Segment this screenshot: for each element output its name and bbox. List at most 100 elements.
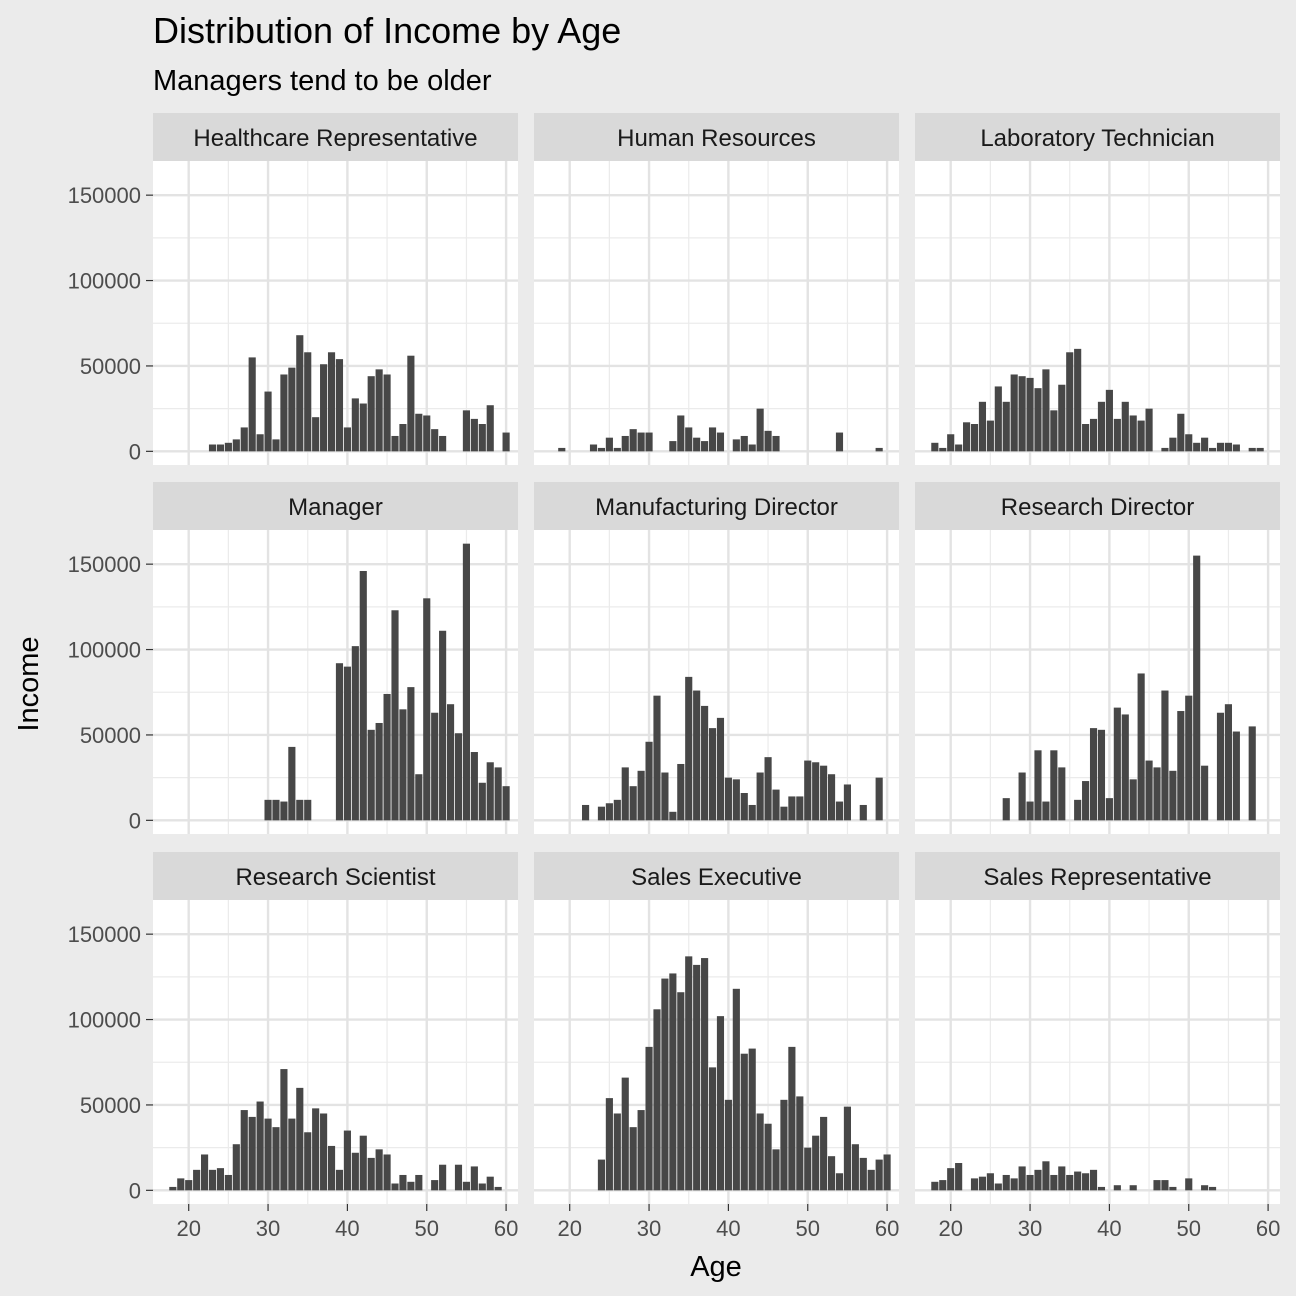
- bar: [232, 1144, 240, 1191]
- bar: [320, 364, 328, 452]
- bar: [1153, 767, 1161, 821]
- bar: [399, 709, 407, 821]
- bar: [701, 705, 709, 821]
- bar: [462, 410, 470, 452]
- bar: [986, 1173, 994, 1191]
- bar: [335, 1169, 344, 1191]
- bar: [613, 799, 621, 821]
- bar: [431, 429, 439, 452]
- bar: [788, 1046, 796, 1191]
- facet-strip-label: Research Scientist: [235, 864, 435, 891]
- bar: [1026, 801, 1034, 821]
- bar: [820, 765, 828, 821]
- bar: [1058, 767, 1066, 821]
- facet-strip: [915, 852, 1280, 900]
- bar: [304, 352, 312, 452]
- bar: [1145, 760, 1153, 821]
- bar: [1097, 1186, 1106, 1191]
- bar: [1256, 447, 1264, 452]
- bar: [351, 398, 359, 452]
- bar: [1082, 424, 1090, 452]
- bar: [280, 374, 288, 452]
- bar: [454, 733, 463, 821]
- bar: [1161, 447, 1169, 452]
- bar: [240, 427, 248, 452]
- facet-panel-background: [534, 900, 899, 1204]
- bar: [740, 1053, 748, 1191]
- bar: [1201, 437, 1209, 452]
- bar: [1248, 447, 1256, 452]
- facet-strip: [534, 482, 899, 530]
- bar: [1010, 1178, 1018, 1191]
- bar: [248, 1116, 256, 1191]
- bar: [796, 796, 804, 821]
- bar: [446, 704, 455, 821]
- bar: [343, 1130, 351, 1191]
- bar: [970, 1178, 979, 1191]
- bar: [558, 447, 566, 452]
- bar: [685, 956, 693, 1191]
- bar: [502, 786, 510, 821]
- y-tick-label: 100000: [68, 269, 141, 294]
- bar: [669, 811, 677, 821]
- bar: [1161, 690, 1169, 821]
- bar: [1248, 726, 1256, 821]
- bar: [986, 420, 994, 452]
- chart-subtitle: Managers tend to be older: [153, 65, 492, 97]
- x-tick-label: 40: [716, 1216, 740, 1241]
- bar: [359, 570, 367, 821]
- bar: [748, 444, 756, 452]
- bar: [351, 646, 359, 821]
- bar: [1097, 401, 1106, 452]
- bar: [772, 1149, 780, 1191]
- y-axis-title: Income: [13, 636, 45, 731]
- bar: [296, 335, 304, 452]
- bar: [812, 1135, 820, 1191]
- facet-strip-label: Laboratory Technician: [980, 125, 1214, 152]
- bar: [439, 630, 447, 821]
- bar: [391, 610, 399, 821]
- bar: [232, 439, 240, 452]
- bar: [423, 598, 431, 821]
- bar: [1169, 770, 1177, 821]
- bar: [486, 762, 494, 821]
- x-tick-label: 30: [256, 1216, 280, 1241]
- bar: [1113, 1185, 1121, 1191]
- bar: [1050, 1174, 1058, 1191]
- bar: [304, 1132, 312, 1191]
- bar: [629, 786, 637, 821]
- x-tick-label: 60: [1256, 1216, 1280, 1241]
- bar: [1208, 447, 1217, 452]
- bar: [1121, 714, 1129, 821]
- bar: [415, 413, 423, 452]
- bar: [1042, 801, 1050, 821]
- bar: [375, 1149, 383, 1191]
- bar: [740, 793, 748, 821]
- bar: [1137, 673, 1145, 821]
- bar: [288, 746, 296, 821]
- bar: [1224, 442, 1232, 452]
- facet-strip: [915, 482, 1280, 530]
- y-tick-label: 0: [129, 1178, 141, 1203]
- bar: [256, 1101, 264, 1191]
- bar: [327, 1145, 336, 1191]
- bar: [193, 1169, 201, 1191]
- facet-strip-label: Manager: [288, 494, 383, 521]
- bar: [827, 774, 836, 821]
- bar: [1105, 389, 1113, 452]
- bar: [685, 676, 693, 821]
- bar: [415, 774, 423, 821]
- bar: [851, 1144, 859, 1191]
- bar: [939, 1180, 947, 1191]
- bar: [780, 806, 788, 821]
- bar: [677, 763, 685, 821]
- bar: [597, 447, 606, 452]
- bar: [653, 1009, 661, 1191]
- bar: [1129, 1185, 1137, 1191]
- bar: [240, 1110, 248, 1191]
- bar: [478, 424, 486, 452]
- bar: [708, 1067, 717, 1191]
- bar: [605, 437, 613, 452]
- bar: [415, 1174, 423, 1191]
